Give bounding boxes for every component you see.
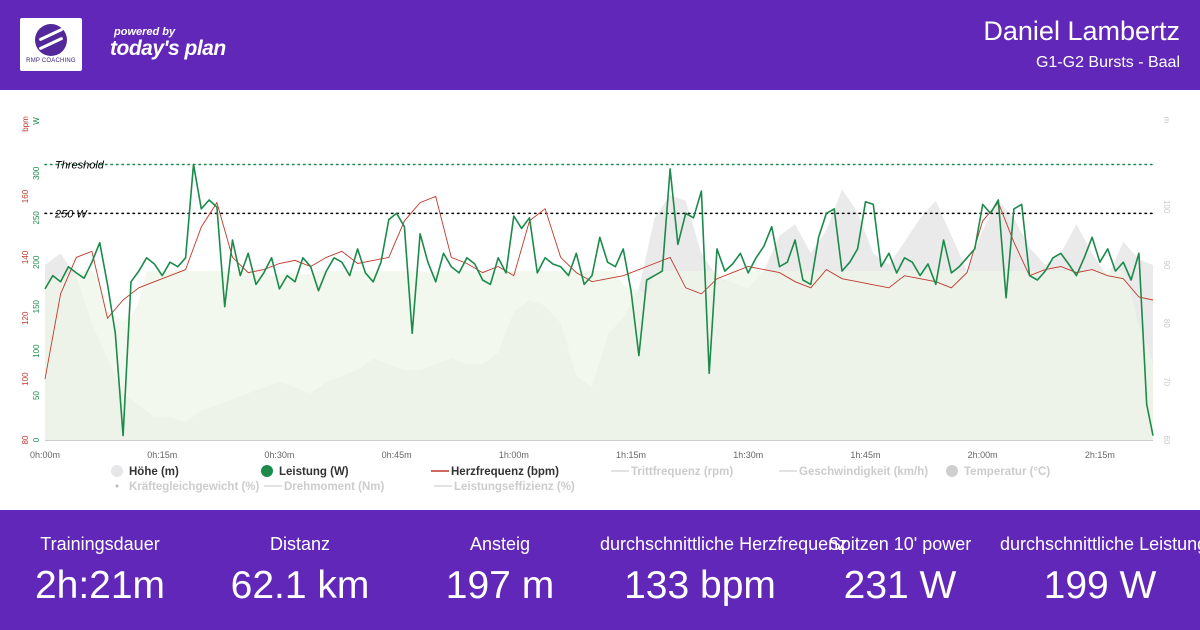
stat-peak-10min-power: Spitzen 10' power 231 W bbox=[800, 510, 1000, 630]
x-tick-label: 1h:30m bbox=[733, 450, 763, 460]
stat-distance: Distanz 62.1 km bbox=[200, 510, 400, 630]
legend-label: Kräftegleichgewicht (%) bbox=[129, 481, 260, 493]
brand-logo[interactable]: today's plan bbox=[110, 37, 226, 60]
power-line bbox=[44, 163, 1154, 437]
logo-text: RMP COACHING bbox=[26, 58, 76, 64]
power-axis-unit: W bbox=[32, 117, 41, 125]
stats-bar: Trainingsdauer 2h:21m Distanz 62.1 km An… bbox=[0, 510, 1200, 630]
power-tick-label: 250 bbox=[32, 211, 41, 225]
legend-label: Leistungseffizienz (%) bbox=[454, 481, 575, 493]
power-tick-label: 200 bbox=[32, 255, 41, 269]
workout-name: G1-G2 Bursts - Baal bbox=[1035, 54, 1180, 71]
hr-tick-label: 80 bbox=[21, 435, 30, 444]
power-tick-label: 100 bbox=[32, 344, 41, 358]
stat-elevation-gain: Ansteig 197 m bbox=[400, 510, 600, 630]
stat-value: 133 bpm bbox=[624, 564, 776, 607]
legend-label: Leistung (W) bbox=[279, 466, 349, 478]
stat-avg-heart-rate: durchschnittliche Herzfrequenz 133 bpm bbox=[600, 510, 848, 630]
legend-label: Trittfrequenz (rpm) bbox=[631, 466, 733, 478]
stat-label: durchschnittliche Herzfrequenz bbox=[600, 534, 848, 554]
header-bar: RMP COACHING powered by today's plan Dan… bbox=[0, 0, 1200, 90]
stat-label: Distanz bbox=[269, 534, 331, 554]
hr-axis-unit: bpm bbox=[21, 116, 30, 132]
hr-tick-label: 120 bbox=[21, 311, 30, 325]
reference-line-label: Threshold bbox=[55, 159, 105, 171]
logo-ball-icon bbox=[35, 24, 67, 56]
x-tick-label: 0h:30m bbox=[264, 450, 294, 460]
hr-tick-label: 160 bbox=[21, 189, 30, 203]
heart-rate-line bbox=[44, 195, 1154, 380]
altitude-tick-label: 80 bbox=[1162, 319, 1171, 328]
reference-line-label: 250 W bbox=[54, 208, 88, 220]
altitude-tick-label: 90 bbox=[1162, 261, 1171, 270]
stat-value: 197 m bbox=[445, 564, 555, 607]
x-tick-label: 1h:00m bbox=[499, 450, 529, 460]
legend-label: Höhe (m) bbox=[129, 466, 179, 478]
hr-tick-label: 140 bbox=[21, 250, 30, 264]
stat-label: durchschnittliche Leistung bbox=[1000, 534, 1200, 554]
x-tick-label: 1h:15m bbox=[616, 450, 646, 460]
x-tick-label: 0h:00m bbox=[30, 450, 60, 460]
x-tick-label: 0h:15m bbox=[147, 450, 177, 460]
legend-swatch-dot bbox=[111, 465, 123, 477]
stat-training-duration: Trainingsdauer 2h:21m bbox=[0, 510, 200, 630]
stat-value: 231 W bbox=[843, 564, 957, 607]
legend-swatch-dot bbox=[115, 484, 119, 488]
legend-swatch-dot bbox=[946, 465, 958, 477]
power-tick-label: 50 bbox=[32, 391, 41, 400]
power-tick-label: 150 bbox=[32, 299, 41, 313]
stat-label: Ansteig bbox=[469, 534, 531, 554]
powered-by-label: powered by bbox=[114, 26, 176, 38]
legend-label: Herzfrequenz (bpm) bbox=[451, 466, 559, 478]
stat-value: 62.1 km bbox=[230, 564, 370, 607]
legend-label: Drehmoment (Nm) bbox=[284, 481, 384, 493]
stat-value: 199 W bbox=[1043, 564, 1157, 607]
workout-chart-svg[interactable]: Threshold 250 W 0h:00m 0h:15m 0h:30m 0h:45m 1h… bbox=[0, 90, 1200, 510]
x-tick-label: 2h:15m bbox=[1085, 450, 1115, 460]
x-tick-label: 2h:00m bbox=[968, 450, 998, 460]
power-tick-label: 300 bbox=[32, 166, 41, 180]
altitude-axis-unit: m bbox=[1162, 117, 1171, 124]
x-tick-label: 1h:45m bbox=[850, 450, 880, 460]
stat-value: 2h:21m bbox=[34, 564, 166, 607]
legend-swatch-dot bbox=[261, 465, 273, 477]
legend-label: Temperatur (°C) bbox=[964, 466, 1050, 478]
x-tick-label: 0h:45m bbox=[382, 450, 412, 460]
athlete-name: Daniel Lambertz bbox=[983, 16, 1180, 46]
power-tick-label: 0 bbox=[32, 437, 41, 442]
stat-avg-power: durchschnittliche Leistung 199 W bbox=[1000, 510, 1200, 630]
altitude-tick-label: 100 bbox=[1162, 200, 1171, 214]
altitude-tick-label: 70 bbox=[1162, 377, 1171, 386]
hr-tick-label: 100 bbox=[21, 372, 30, 386]
altitude-tick-label: 60 bbox=[1162, 436, 1171, 445]
coach-logo[interactable]: RMP COACHING bbox=[20, 18, 82, 71]
stat-label: Trainingsdauer bbox=[40, 534, 160, 554]
workout-chart[interactable]: Threshold 250 W 0h:00m 0h:15m 0h:30m 0h:45m 1h… bbox=[0, 90, 1200, 510]
power-zone-fill bbox=[45, 271, 1153, 440]
stat-label: Spitzen 10' power bbox=[828, 534, 972, 554]
legend-label: Geschwindigkeit (km/h) bbox=[799, 466, 928, 478]
